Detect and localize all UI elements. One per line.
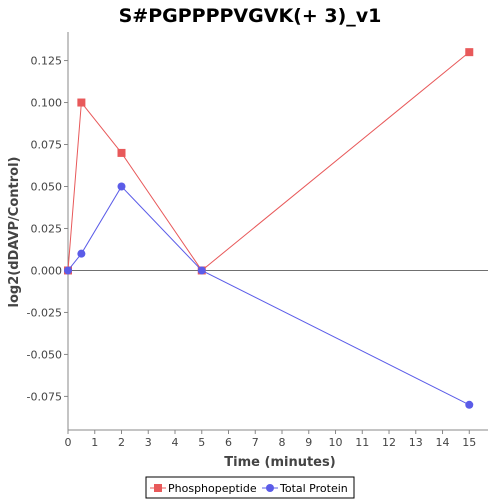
x-tick-label: 11 [355,436,369,449]
chart-title: S#PGPPPPVGVK(+ 3)_v1 [119,5,382,27]
legend-item-total-protein: Total Protein [262,482,348,495]
y-tick-label: 0.100 [31,97,63,110]
x-tick-label: 2 [118,436,125,449]
data-point-phosphopeptide [465,48,474,57]
plot-area [68,32,488,430]
x-tick-label: 8 [279,436,286,449]
y-tick-label: 0.025 [31,222,63,235]
y-ticks: -0.075 -0.050 -0.025 0.000 0.025 0.050 0.075 0.… [27,55,68,403]
legend-label-total-protein: Total Protein [279,482,348,495]
legend-label-phosphopeptide: Phosphopeptide [168,482,257,495]
y-tick-label: -0.025 [27,306,62,319]
legend-marker-total-protein [266,484,274,492]
data-point-total-protein [64,266,72,275]
y-tick-label: 0.125 [31,55,63,68]
y-tick-label: 0.000 [31,264,63,277]
y-tick-label: 0.075 [31,139,63,152]
series-total-protein [64,182,474,409]
x-tick-label: 7 [252,436,259,449]
y-tick-label: -0.075 [27,390,62,403]
x-tick-label: 10 [329,436,343,449]
legend-box [145,476,355,499]
x-tick-label: 15 [462,436,476,449]
x-tick-label: 5 [198,436,205,449]
x-ticks: 0 1 2 3 4 5 6 7 8 9 10 11 12 13 14 15 [65,430,476,449]
y-tick-label: 0.050 [31,180,63,193]
x-tick-label: 3 [145,436,152,449]
data-point-total-protein [197,266,206,275]
series-layer [64,48,474,409]
legend-item-phosphopeptide: Phosphopeptide [150,482,257,495]
x-axis-label: Time (minutes) [224,455,335,470]
x-tick-label: 1 [91,436,98,449]
x-tick-label: 9 [305,436,312,449]
data-point-phosphopeptide [77,98,86,107]
data-point-total-protein [77,249,86,258]
y-axis-label: log2(dDAVP/Control) [7,157,22,308]
data-point-phosphopeptide [117,148,126,157]
x-tick-label: 0 [65,436,72,449]
x-tick-label: 13 [409,436,423,449]
y-tick-label: -0.050 [27,348,62,361]
legend: Phosphopeptide Total Protein [145,476,355,499]
x-tick-label: 14 [436,436,450,449]
data-point-total-protein [465,400,474,409]
x-tick-label: 6 [225,436,232,449]
x-tick-label: 4 [172,436,179,449]
x-tick-label: 12 [382,436,396,449]
legend-marker-phosphopeptide [154,484,162,492]
data-point-total-protein [117,182,126,191]
